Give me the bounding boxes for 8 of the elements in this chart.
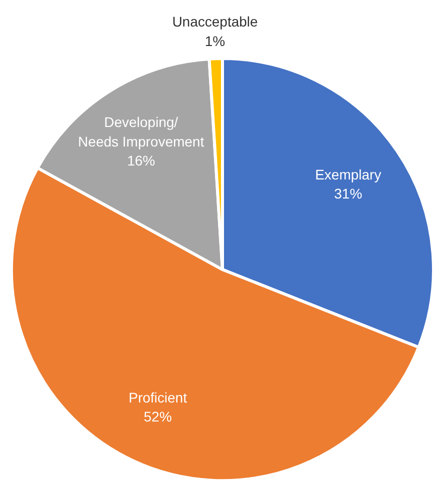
data-label: 16%	[127, 152, 156, 168]
data-label: 31%	[334, 186, 362, 202]
slice-label: Unacceptable	[172, 14, 258, 30]
data-label: 52%	[144, 408, 172, 425]
slice-label: Developing/ Needs Improvement	[78, 114, 204, 150]
slice-label: Exemplary	[315, 166, 382, 183]
slice-label: Proficient	[128, 389, 188, 406]
data-label: 1%	[204, 32, 226, 49]
